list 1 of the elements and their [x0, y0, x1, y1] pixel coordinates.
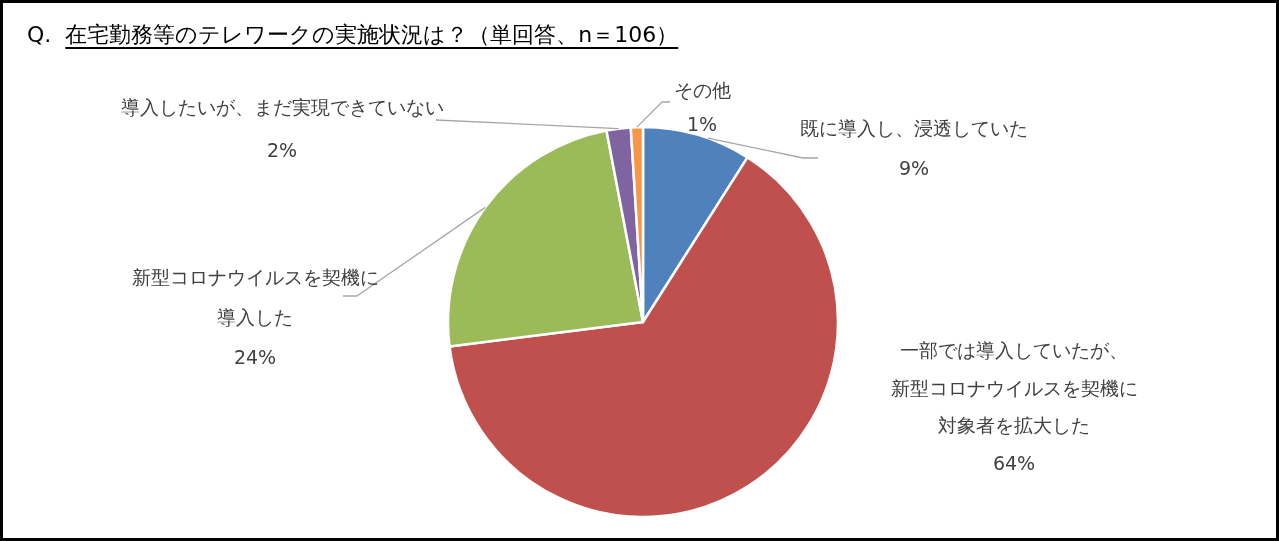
title: Q. 在宅勤務等のテレワークの実施状況は？（単回答、n＝106） [27, 22, 679, 47]
